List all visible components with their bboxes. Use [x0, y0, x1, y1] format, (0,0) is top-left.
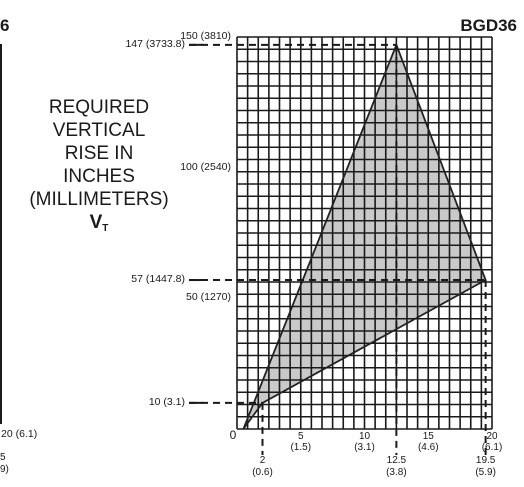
- x-tick-sublabel: (1.5): [290, 442, 312, 453]
- left-panel-x-tick-fragment: 20 (6.1): [1, 428, 38, 440]
- x-tick-label: 10: [358, 431, 371, 442]
- y-axis-symbol-letter: V: [89, 212, 103, 233]
- left-panel-x-subtick-b: 9): [0, 464, 9, 475]
- x-tick-label: 5: [297, 431, 304, 442]
- origin-label: 0: [229, 428, 237, 442]
- chart-title: BGD36: [460, 16, 517, 35]
- x-marker-sublabel: (5.9): [475, 467, 496, 478]
- y-axis-label-line-5: (MILLIMETERS): [29, 189, 169, 210]
- y-axis-label-line-2: VERTICAL: [52, 120, 146, 141]
- y-axis-label-line-1: REQUIRED: [48, 97, 150, 118]
- y-axis-label-line-3: RISE IN: [64, 143, 134, 164]
- x-tick-sublabel: (6.1): [481, 442, 503, 453]
- x-tick-label: 15: [422, 431, 434, 442]
- x-marker-label: 12.5: [386, 455, 407, 466]
- y-axis-symbol: VT: [0, 211, 198, 240]
- y-axis-label-line-4: INCHES: [63, 166, 135, 187]
- x-marker-sublabel: (3.8): [386, 467, 407, 478]
- x-marker-label: 19.5: [475, 455, 496, 466]
- left-panel-edge-line: [0, 44, 2, 424]
- left-panel-title-fragment: 6: [0, 16, 10, 35]
- y-axis-symbol-subscript: T: [102, 223, 109, 234]
- y-marker-label: 147 (3733.8): [125, 37, 185, 50]
- x-tick-sublabel: (4.6): [417, 442, 439, 453]
- x-tick-sublabel: (3.1): [354, 442, 375, 453]
- y-marker-label: 10 (3.1): [148, 395, 185, 408]
- y-tick-label: 50 (1270): [186, 291, 231, 304]
- x-marker-sublabel: (0.6): [252, 467, 273, 478]
- rise-region-outline: [242, 42, 487, 430]
- x-marker-label: 2: [259, 455, 266, 466]
- x-tick-label: 20: [486, 431, 498, 442]
- left-panel-x-subtick-a: 5: [0, 452, 6, 463]
- y-tick-label: 150 (3810): [180, 30, 231, 42]
- y-tick-label: 100 (2540): [180, 160, 231, 173]
- y-marker-label: 57 (1447.8): [131, 273, 185, 286]
- y-axis-label: REQUIRED VERTICAL RISE IN INCHES (MILLIM…: [0, 96, 198, 240]
